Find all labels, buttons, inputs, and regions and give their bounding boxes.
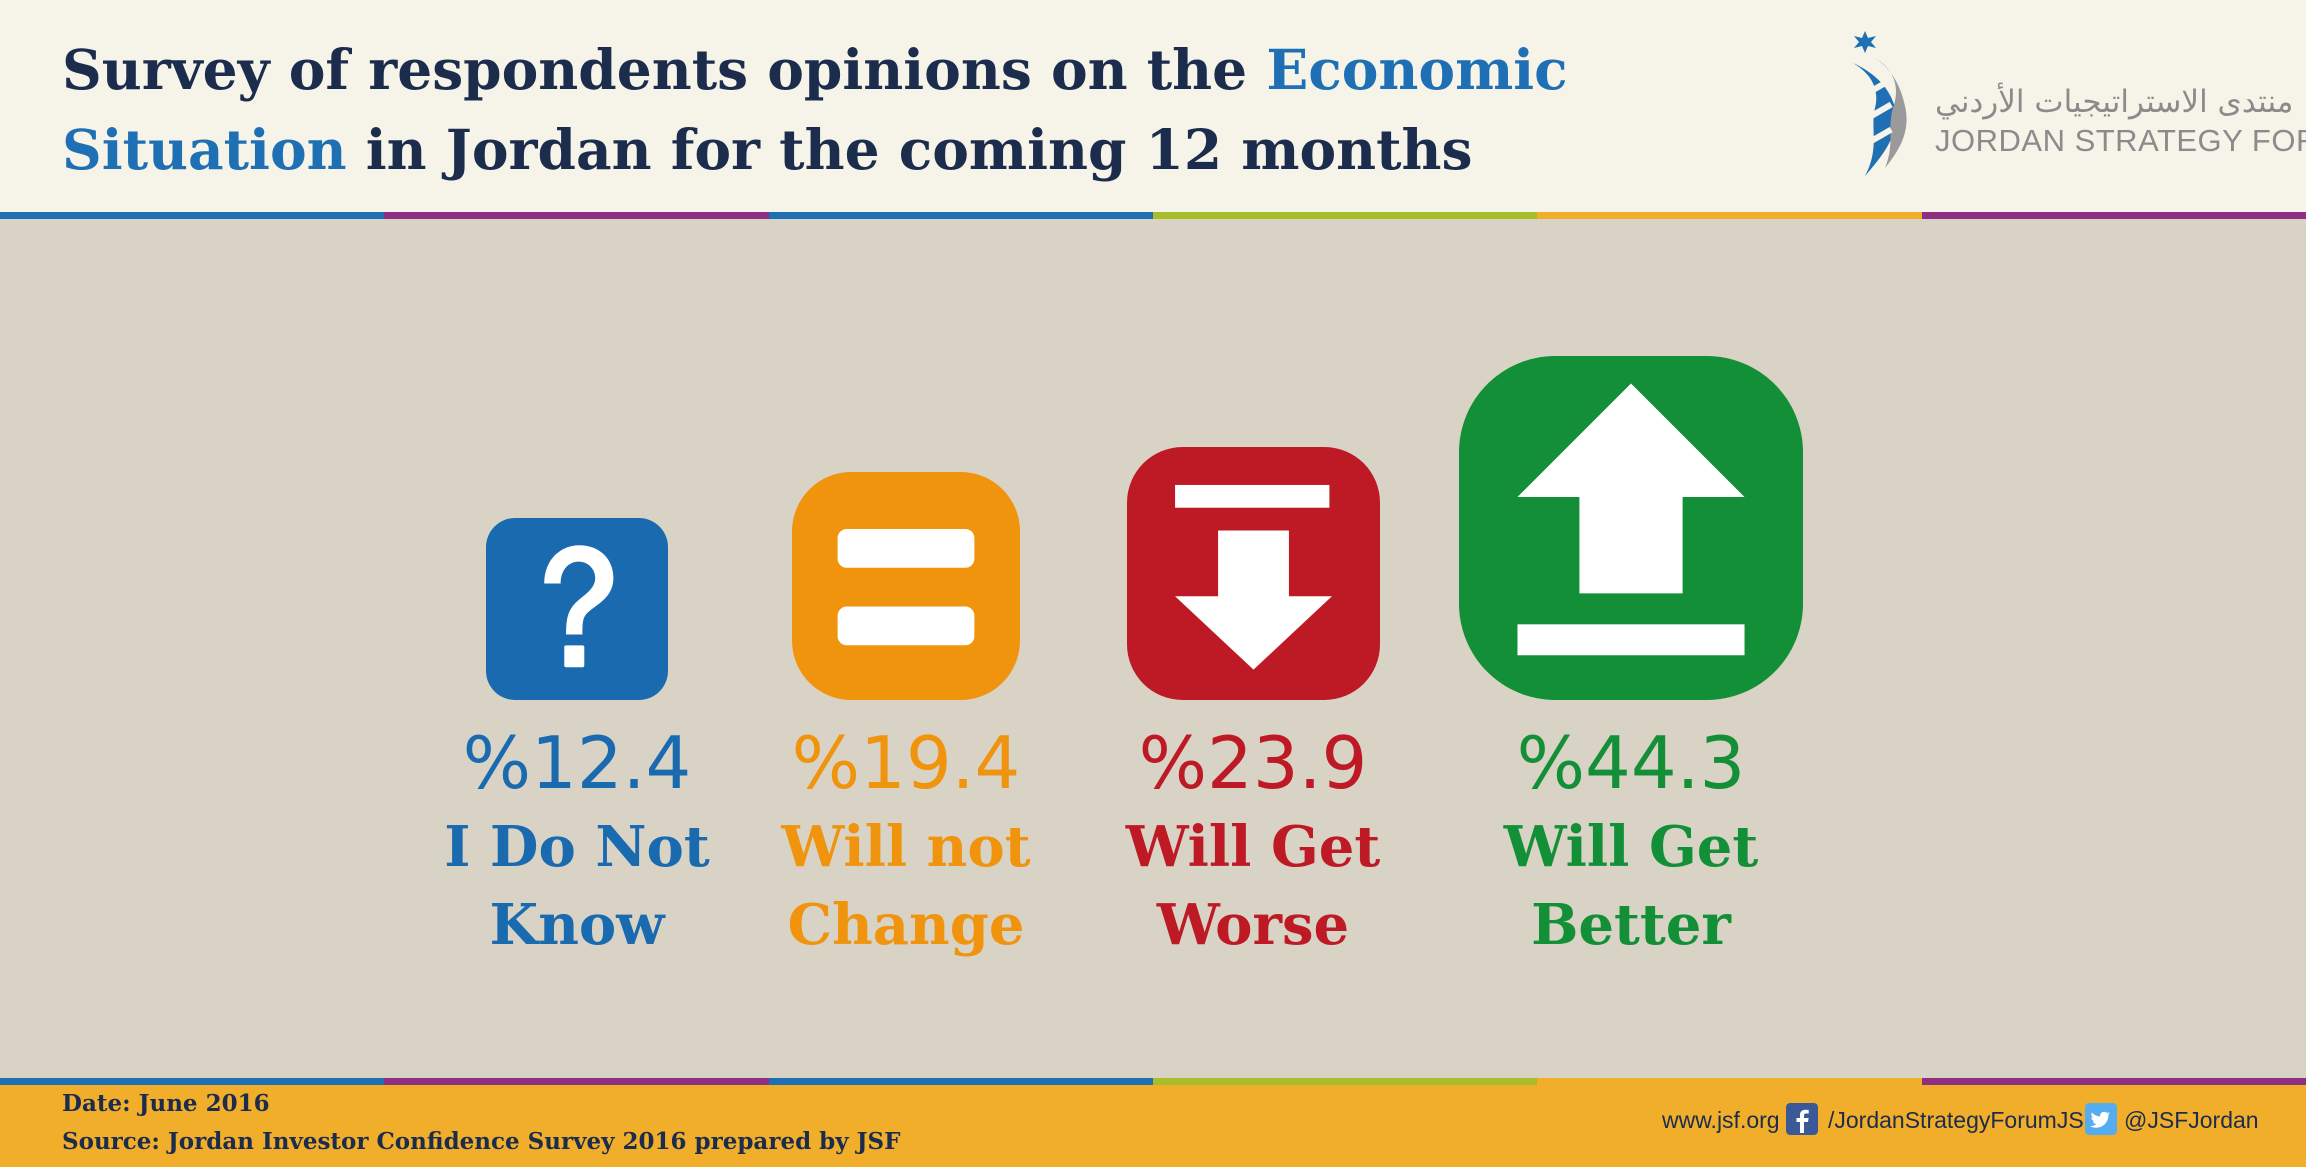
category-label-line: I Do Not (444, 814, 710, 880)
stripe-segment (1921, 212, 2306, 219)
facebook-link[interactable]: /JordanStrategyForumJSF (1828, 1107, 2098, 1133)
jsf-logo-mark (1853, 31, 1907, 176)
title-text-1: Survey of respondents opinions on the (62, 37, 1267, 102)
category-label-line: Better (1531, 892, 1731, 958)
category-label-line: Will Get (1503, 814, 1759, 880)
category-label-line: Worse (1156, 892, 1350, 958)
logo-arabic-name: منتدى الاستراتيجيات الأردني (1935, 84, 2294, 120)
arrow-down-icon (1126, 447, 1380, 700)
equals-icon (792, 472, 1020, 700)
stripe-segment (384, 212, 769, 219)
stripe-segment (384, 1078, 769, 1085)
stripe-segment (0, 212, 385, 219)
jsf-logo: منتدى الاستراتيجيات الأردني JORDAN STRAT… (1845, 28, 2306, 178)
category-label-line: Will not (781, 814, 1031, 880)
stripe-segment (1537, 212, 1922, 219)
category-label: Will Get Worse (1083, 808, 1423, 964)
title-highlight-economic: Economic (1266, 37, 1568, 102)
page-title: Survey of respondents opinions on the Ec… (62, 30, 1568, 190)
header: Survey of respondents opinions on the Ec… (0, 0, 2306, 212)
footer-color-stripe (0, 1078, 2306, 1085)
category-label-line: Change (787, 892, 1025, 958)
stripe-segment (1921, 1078, 2306, 1085)
value-label: %23.9 (1138, 721, 1368, 805)
title-text-2: in Jordan for the coming 12 months (346, 117, 1473, 182)
value-label: %12.4 (462, 721, 692, 805)
stripe-segment (1152, 1078, 1538, 1085)
stripe-segment (768, 212, 1153, 219)
header-color-stripe (0, 212, 2306, 219)
website-link[interactable]: www.jsf.org (1662, 1107, 1780, 1133)
twitter-icon[interactable] (2085, 1103, 2117, 1135)
category-label: Will Get Better (1461, 808, 1801, 964)
category-label: I Do Not Know (407, 808, 747, 964)
stripe-segment (1537, 1078, 1922, 1085)
arrow-up-icon (1459, 356, 1803, 700)
category-label-line: Will Get (1125, 814, 1381, 880)
category-label-line: Know (489, 892, 665, 958)
title-highlight-situation: Situation (62, 117, 347, 182)
logo-english-name: JORDAN STRATEGY FORUM (1935, 123, 2306, 158)
footer: Date: June 2016 Source: Jordan Investor … (0, 1085, 2306, 1167)
twitter-handle[interactable]: @JSFJordan (2124, 1107, 2259, 1133)
value-label: %44.3 (1516, 721, 1746, 805)
stripe-segment (768, 1078, 1153, 1085)
stripe-segment (1152, 212, 1538, 219)
source-text: Source: Jordan Investor Confidence Surve… (62, 1128, 901, 1155)
facebook-icon[interactable] (1786, 1103, 1818, 1135)
value-label: %19.4 (791, 721, 1021, 805)
date-text: Date: June 2016 (62, 1090, 270, 1117)
question-icon (486, 518, 668, 700)
stripe-segment (0, 1078, 385, 1085)
category-label: Will not Change (736, 808, 1076, 964)
